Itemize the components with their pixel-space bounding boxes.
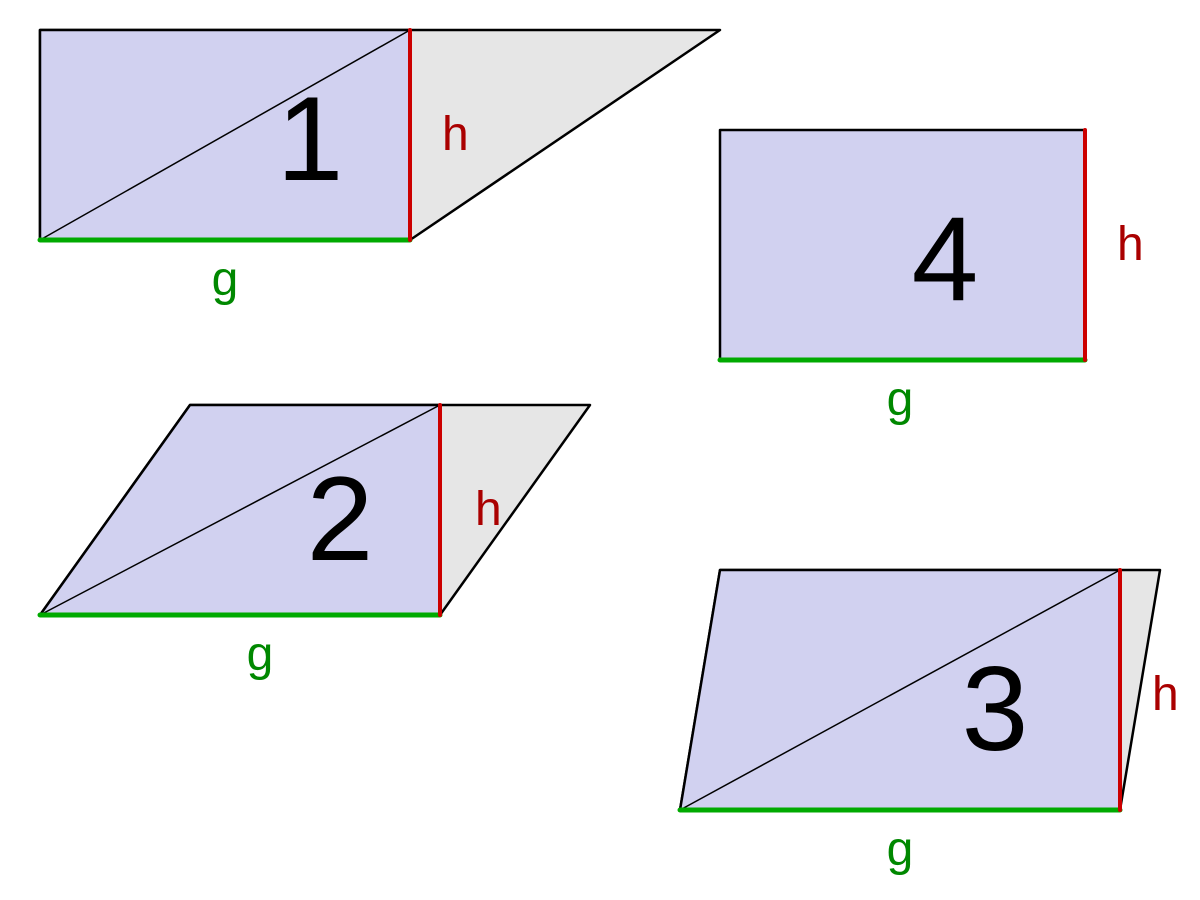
parallelogram [720,130,1085,360]
shape-number-label: 4 [912,192,979,326]
base-label-g: g [212,253,239,306]
base-label-g: g [887,823,914,876]
height-label-h: h [1152,668,1179,721]
shape-number-label: 2 [307,452,374,586]
shape-3: 3g h [680,570,1179,876]
height-label-h: h [442,108,469,161]
height-label-h: h [475,483,502,536]
parallelogram-area-diagram: 1gh2gh3gh4gh [0,0,1200,900]
shape-2: 2g h [40,405,590,681]
shape-number-label: 3 [962,642,1029,776]
shape-1: 1g h [40,30,720,306]
shape-4: 4 g h [720,130,1144,426]
base-label-g: g [887,373,914,426]
shape-number-label: 1 [277,72,344,206]
height-label-h: h [1117,218,1144,271]
base-label-g: g [247,628,274,681]
